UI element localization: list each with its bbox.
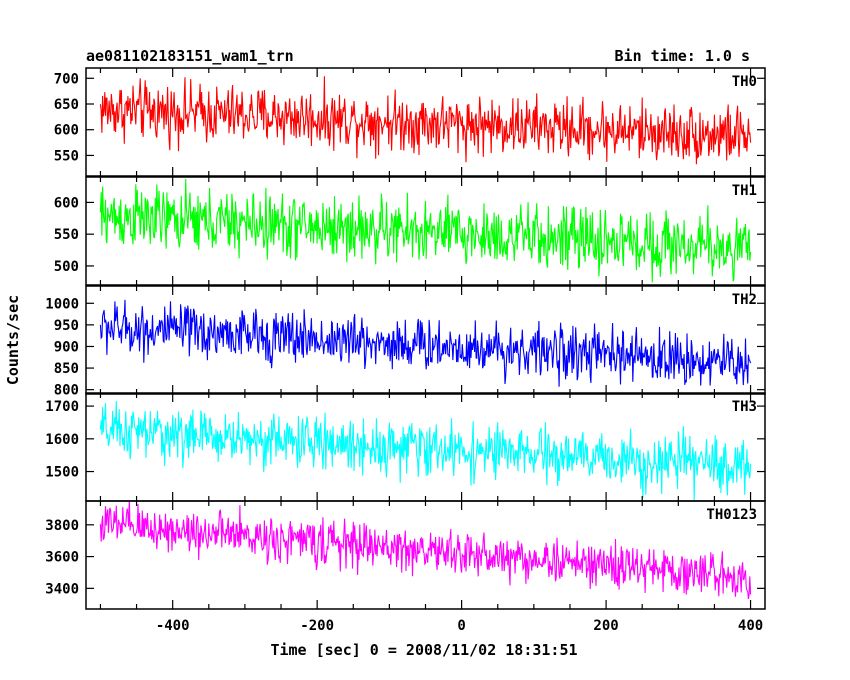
chart-title: ae081102183151_wam1_trn [86,47,294,65]
y-axis-label: Counts/sec [4,295,22,385]
panel-frame-th0123 [85,500,766,610]
y-tick-label: 550 [54,227,79,243]
y-tick-label: 1000 [45,296,79,312]
y-tick-label: 550 [54,148,79,164]
y-tick-label: 3600 [45,550,79,566]
y-tick-label: 1500 [45,465,79,481]
y-tick-label: 850 [54,361,79,377]
x-tick-label: -400 [156,618,190,634]
y-tick-label: 600 [54,123,79,139]
x-tick-label: -200 [300,618,334,634]
y-tick-label: 950 [54,318,79,334]
y-tick-label: 700 [54,71,79,87]
panels: TH0 550 600 650 700 TH1 500 550 600 TH2 800 850 900 9… [45,67,766,634]
y-tick-label: 650 [54,97,79,113]
y-tick-label: 800 [54,383,79,399]
series-line-th2 [99,299,752,387]
panel-label-th0: TH0 [732,74,757,90]
x-tick-label: 0 [457,618,465,634]
x-tick-label: 400 [738,618,763,634]
series-line-th3 [99,400,752,501]
y-tick-label: 900 [54,339,79,355]
series-line-th0 [99,76,752,165]
x-axis-label: Time [sec] 0 = 2008/11/02 18:31:51 [270,641,577,659]
y-tick-label: 1700 [45,399,79,415]
y-tick-label: 3800 [45,518,79,534]
y-tick-label: 3400 [45,581,79,597]
series-line-th1 [99,178,752,283]
x-tick-label: 200 [593,618,618,634]
panel-label-th2: TH2 [732,292,757,308]
bin-time-label: Bin time: 1.0 s [615,47,750,65]
panel-label-th1: TH1 [732,183,757,199]
y-tick-label: 1600 [45,432,79,448]
panel-label-th3: TH3 [732,399,757,415]
series-line-th0123 [99,501,752,599]
y-tick-label: 500 [54,259,79,275]
y-tick-label: 600 [54,195,79,211]
panel-label-th0123: TH0123 [706,507,757,523]
